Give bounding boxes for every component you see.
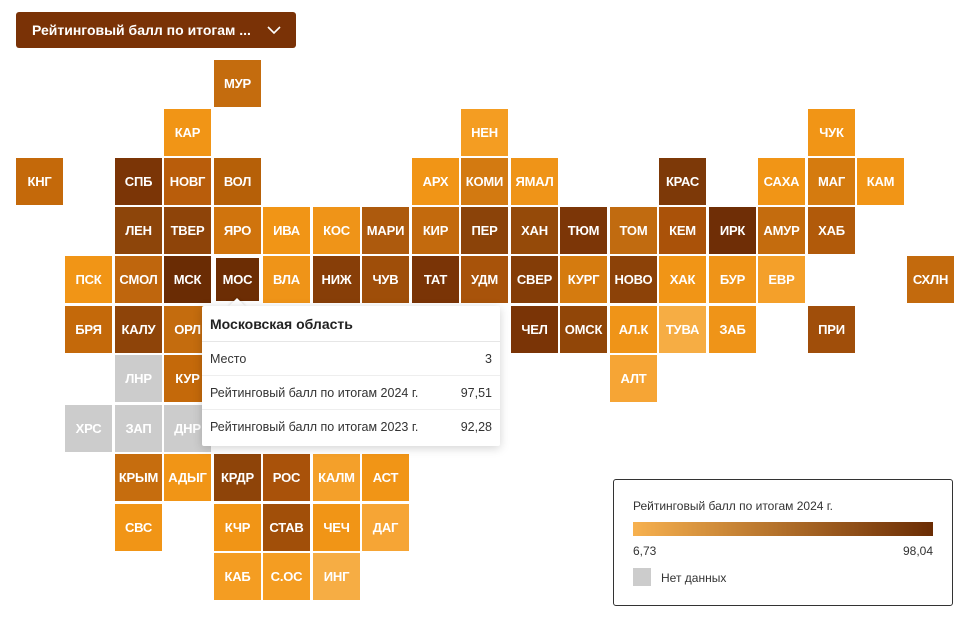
region-tile[interactable]: КИР: [412, 207, 459, 254]
region-tile[interactable]: КОС: [313, 207, 360, 254]
region-tile[interactable]: БУР: [709, 256, 756, 303]
legend-title: Рейтинговый балл по итогам 2024 г.: [633, 499, 834, 513]
region-tile[interactable]: МОС: [214, 256, 261, 303]
region-tile[interactable]: СХЛН: [907, 256, 954, 303]
region-tile[interactable]: АДЫГ: [164, 454, 211, 501]
region-tile[interactable]: ВОЛ: [214, 158, 261, 205]
region-tile[interactable]: СТАВ: [263, 504, 310, 551]
region-tile[interactable]: КАБ: [214, 553, 261, 600]
region-tile[interactable]: РОС: [263, 454, 310, 501]
region-tile[interactable]: ТЮМ: [560, 207, 607, 254]
region-tile[interactable]: АЛ.К: [610, 306, 657, 353]
region-tile[interactable]: ЧЕЛ: [511, 306, 558, 353]
region-tile[interactable]: ЗАБ: [709, 306, 756, 353]
region-tile[interactable]: ЯМАЛ: [511, 158, 558, 205]
region-tile[interactable]: ЕВР: [758, 256, 805, 303]
region-tile[interactable]: КЧР: [214, 504, 261, 551]
region-tooltip: Московская область Место 3 Рейтинговый б…: [202, 306, 500, 446]
region-tile[interactable]: ИНГ: [313, 553, 360, 600]
region-tile[interactable]: ЛНР: [115, 355, 162, 402]
region-tile[interactable]: ХАК: [659, 256, 706, 303]
tooltip-row: Рейтинговый балл по итогам 2023 г. 92,28: [202, 410, 500, 444]
region-tile[interactable]: МАРИ: [362, 207, 409, 254]
region-tile[interactable]: ЧУВ: [362, 256, 409, 303]
tooltip-row-value: 97,51: [460, 385, 492, 400]
tooltip-title: Московская область: [202, 306, 500, 342]
region-tile[interactable]: АМУР: [758, 207, 805, 254]
region-tile[interactable]: ЧЕЧ: [313, 504, 360, 551]
region-tile[interactable]: КАЛМ: [313, 454, 360, 501]
map-legend: Рейтинговый балл по итогам 2024 г. 6,73 …: [613, 479, 953, 606]
region-tile[interactable]: ПСК: [65, 256, 112, 303]
region-tile[interactable]: НОВГ: [164, 158, 211, 205]
region-tile[interactable]: ТАТ: [412, 256, 459, 303]
region-tile[interactable]: НЕН: [461, 109, 508, 156]
region-tile[interactable]: ВЛА: [263, 256, 310, 303]
region-tile[interactable]: СМОЛ: [115, 256, 162, 303]
region-tile[interactable]: ТВЕР: [164, 207, 211, 254]
region-tile[interactable]: С.ОС: [263, 553, 310, 600]
region-tile[interactable]: БРЯ: [65, 306, 112, 353]
legend-max-value: 98,04: [902, 544, 933, 558]
legend-min-value: 6,73: [633, 544, 657, 558]
region-tile[interactable]: КРЫМ: [115, 454, 162, 501]
region-tile[interactable]: ЯРО: [214, 207, 261, 254]
region-tile[interactable]: АСТ: [362, 454, 409, 501]
region-tile[interactable]: НОВО: [610, 256, 657, 303]
tooltip-row-label: Место: [210, 351, 247, 366]
region-tile[interactable]: КРДР: [214, 454, 261, 501]
region-tile[interactable]: ПРИ: [808, 306, 855, 353]
no-data-label: Нет данных: [661, 571, 727, 585]
region-tile[interactable]: КОМИ: [461, 158, 508, 205]
region-tile[interactable]: ТУВА: [659, 306, 706, 353]
region-tile[interactable]: ТОМ: [610, 207, 657, 254]
tooltip-caret: [228, 298, 246, 307]
tooltip-row: Место 3: [202, 342, 500, 376]
region-tile[interactable]: СПБ: [115, 158, 162, 205]
region-tile[interactable]: СВЕР: [511, 256, 558, 303]
tooltip-row-label: Рейтинговый балл по итогам 2023 г.: [210, 420, 419, 434]
region-tile[interactable]: ХАБ: [808, 207, 855, 254]
tooltip-row-label: Рейтинговый балл по итогам 2024 г.: [210, 385, 419, 400]
region-tile[interactable]: МУР: [214, 60, 261, 107]
region-tile[interactable]: КАР: [164, 109, 211, 156]
legend-gradient-bar: [633, 522, 933, 536]
region-tile[interactable]: УДМ: [461, 256, 508, 303]
tooltip-row: Рейтинговый балл по итогам 2024 г. 97,51: [202, 376, 500, 410]
tooltip-row-value: 3: [485, 351, 492, 366]
region-tile[interactable]: МАГ: [808, 158, 855, 205]
region-tile[interactable]: САХА: [758, 158, 805, 205]
region-tile[interactable]: ЗАП: [115, 405, 162, 452]
region-tile[interactable]: КРАС: [659, 158, 706, 205]
region-tile[interactable]: ХАН: [511, 207, 558, 254]
region-tile[interactable]: НИЖ: [313, 256, 360, 303]
region-tile[interactable]: ЧУК: [808, 109, 855, 156]
chevron-down-icon: [267, 26, 281, 35]
no-data-swatch: [633, 568, 651, 586]
region-tile[interactable]: СВС: [115, 504, 162, 551]
indicator-dropdown[interactable]: Рейтинговый балл по итогам ...: [16, 12, 296, 48]
region-tile[interactable]: ОМСК: [560, 306, 607, 353]
region-tile[interactable]: ИРК: [709, 207, 756, 254]
dropdown-label: Рейтинговый балл по итогам ...: [32, 22, 251, 38]
region-tile[interactable]: АРХ: [412, 158, 459, 205]
region-tile[interactable]: ХРС: [65, 405, 112, 452]
region-tile[interactable]: КНГ: [16, 158, 63, 205]
region-tile[interactable]: ДАГ: [362, 504, 409, 551]
region-tile[interactable]: КЕМ: [659, 207, 706, 254]
tooltip-row-value: 92,28: [460, 420, 492, 434]
region-tile[interactable]: ПЕР: [461, 207, 508, 254]
region-tile[interactable]: АЛТ: [610, 355, 657, 402]
region-tile[interactable]: КАМ: [857, 158, 904, 205]
region-tile[interactable]: КУРГ: [560, 256, 607, 303]
region-tile[interactable]: ЛЕН: [115, 207, 162, 254]
region-tile[interactable]: МСК: [164, 256, 211, 303]
region-tile[interactable]: КАЛУ: [115, 306, 162, 353]
region-tile[interactable]: ИВА: [263, 207, 310, 254]
